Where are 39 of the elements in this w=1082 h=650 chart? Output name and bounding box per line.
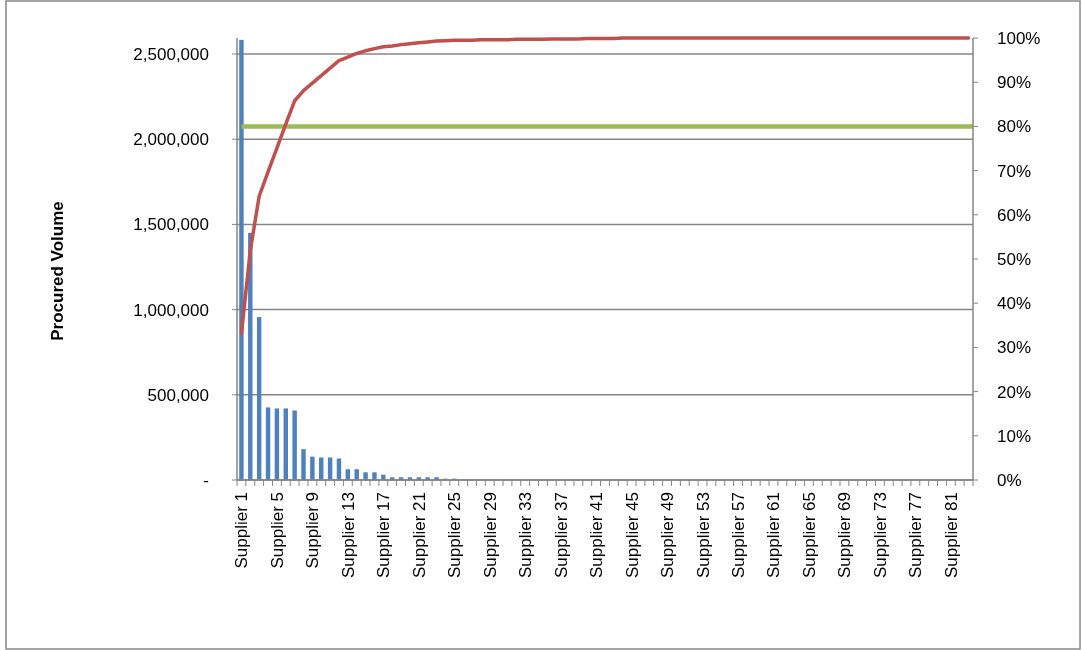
x-tick-label: Supplier 9 xyxy=(303,492,323,569)
y-tick-label: 1,500,000 xyxy=(133,215,209,235)
y2-tick-label: 100% xyxy=(997,28,1041,48)
y-tick-label: - xyxy=(203,470,209,490)
x-tick-label: Supplier 49 xyxy=(658,492,678,579)
x-tick-label: Supplier 61 xyxy=(764,492,784,579)
y2-tick-label: 50% xyxy=(997,249,1032,269)
y2-tick-label: 80% xyxy=(997,117,1032,137)
x-tick-label: Supplier 37 xyxy=(551,492,571,579)
x-tick-label: Supplier 17 xyxy=(374,492,394,579)
y2-tick-label: 30% xyxy=(997,338,1032,358)
x-tick-label: Supplier 45 xyxy=(622,492,642,579)
x-tick-label: Supplier 21 xyxy=(409,492,429,579)
y2-tick-label: 40% xyxy=(997,294,1032,314)
y2-tick-label: 90% xyxy=(997,73,1032,93)
x-tick-label: Supplier 69 xyxy=(835,492,855,579)
y2-tick-label: 60% xyxy=(997,205,1032,225)
x-tick-label: Supplier 29 xyxy=(480,492,500,579)
x-tick-label: Supplier 41 xyxy=(587,492,607,579)
y-tick-label: 1,000,000 xyxy=(133,300,209,320)
y-tick-label: 500,000 xyxy=(147,385,209,405)
x-tick-label: Supplier 5 xyxy=(267,492,287,569)
y-axis-title: Procured Volume xyxy=(48,201,67,341)
x-tick-label: Supplier 33 xyxy=(516,492,536,579)
x-tick-label: Supplier 65 xyxy=(799,492,819,579)
y2-tick-label: 20% xyxy=(997,382,1032,402)
x-tick-label: Supplier 81 xyxy=(941,492,961,579)
y2-tick-label: 0% xyxy=(997,470,1022,490)
x-tick-label: Supplier 1 xyxy=(232,492,252,569)
x-tick-label: Supplier 77 xyxy=(906,492,926,579)
y2-tick-label: 70% xyxy=(997,161,1032,181)
y-tick-label: 2,000,000 xyxy=(133,130,209,150)
x-tick-label: Supplier 53 xyxy=(693,492,713,579)
y2-tick-label: 10% xyxy=(997,426,1032,446)
x-tick-label: Supplier 13 xyxy=(338,492,358,579)
y-tick-label: 2,500,000 xyxy=(133,44,209,64)
x-tick-label: Supplier 57 xyxy=(729,492,749,579)
x-tick-label: Supplier 73 xyxy=(870,492,890,579)
x-tick-label: Supplier 25 xyxy=(445,492,465,579)
